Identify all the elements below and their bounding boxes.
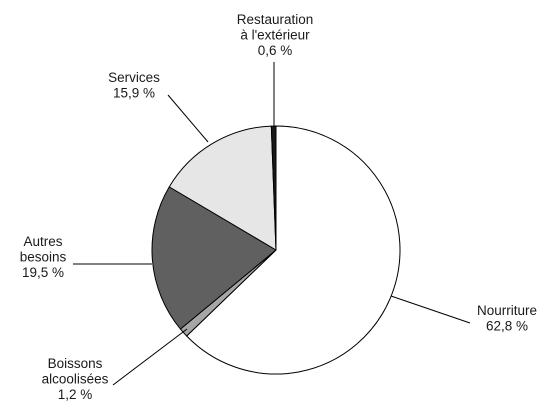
slice-label-restauration-exterieur: Restauration à l'extérieur 0,6 % — [237, 12, 314, 58]
slice-value-label: 19,5 % — [22, 265, 64, 280]
slice-name-label: besoins — [20, 250, 67, 265]
pie-slice-nourriture — [186, 125, 401, 375]
slice-value-label: 15,9 % — [113, 86, 155, 101]
slice-value-label: 1,2 % — [58, 387, 93, 402]
pie-slice-autres-besoins — [151, 186, 277, 330]
pie-slice-restauration-exterieur — [270, 125, 277, 251]
slice-value-label: 62,8 % — [486, 319, 528, 334]
slice-label-services: Services 15,9 % — [108, 70, 160, 101]
slice-value-label: 0,6 % — [258, 43, 293, 58]
slice-label-nourriture: Nourriture 62,8 % — [477, 303, 537, 334]
slice-name-label: alcoolisées — [42, 372, 109, 387]
leader-lines — [73, 62, 471, 386]
leader-line-boissons-alcoolisees — [112, 328, 188, 386]
slice-name-label: à l'extérieur — [240, 28, 310, 43]
pie-slice-services — [168, 125, 277, 251]
slice-name-label: Services — [108, 70, 160, 85]
leader-line-nourriture — [390, 295, 471, 324]
slice-labels: Nourriture 62,8 % Boissons alcoolisées 1,2 %… — [20, 12, 537, 402]
slice-name-label: Autres — [23, 234, 62, 249]
pie-slices — [151, 125, 401, 375]
slice-name-label: Boissons — [48, 356, 103, 371]
slice-name-label: Nourriture — [477, 303, 537, 318]
slice-label-autres-besoins: Autres besoins 19,5 % — [20, 234, 67, 280]
slice-name-label: Restauration — [237, 12, 314, 27]
leader-line-services — [167, 94, 209, 143]
slice-label-boissons-alcoolisees: Boissons alcoolisées 1,2 % — [42, 356, 109, 402]
